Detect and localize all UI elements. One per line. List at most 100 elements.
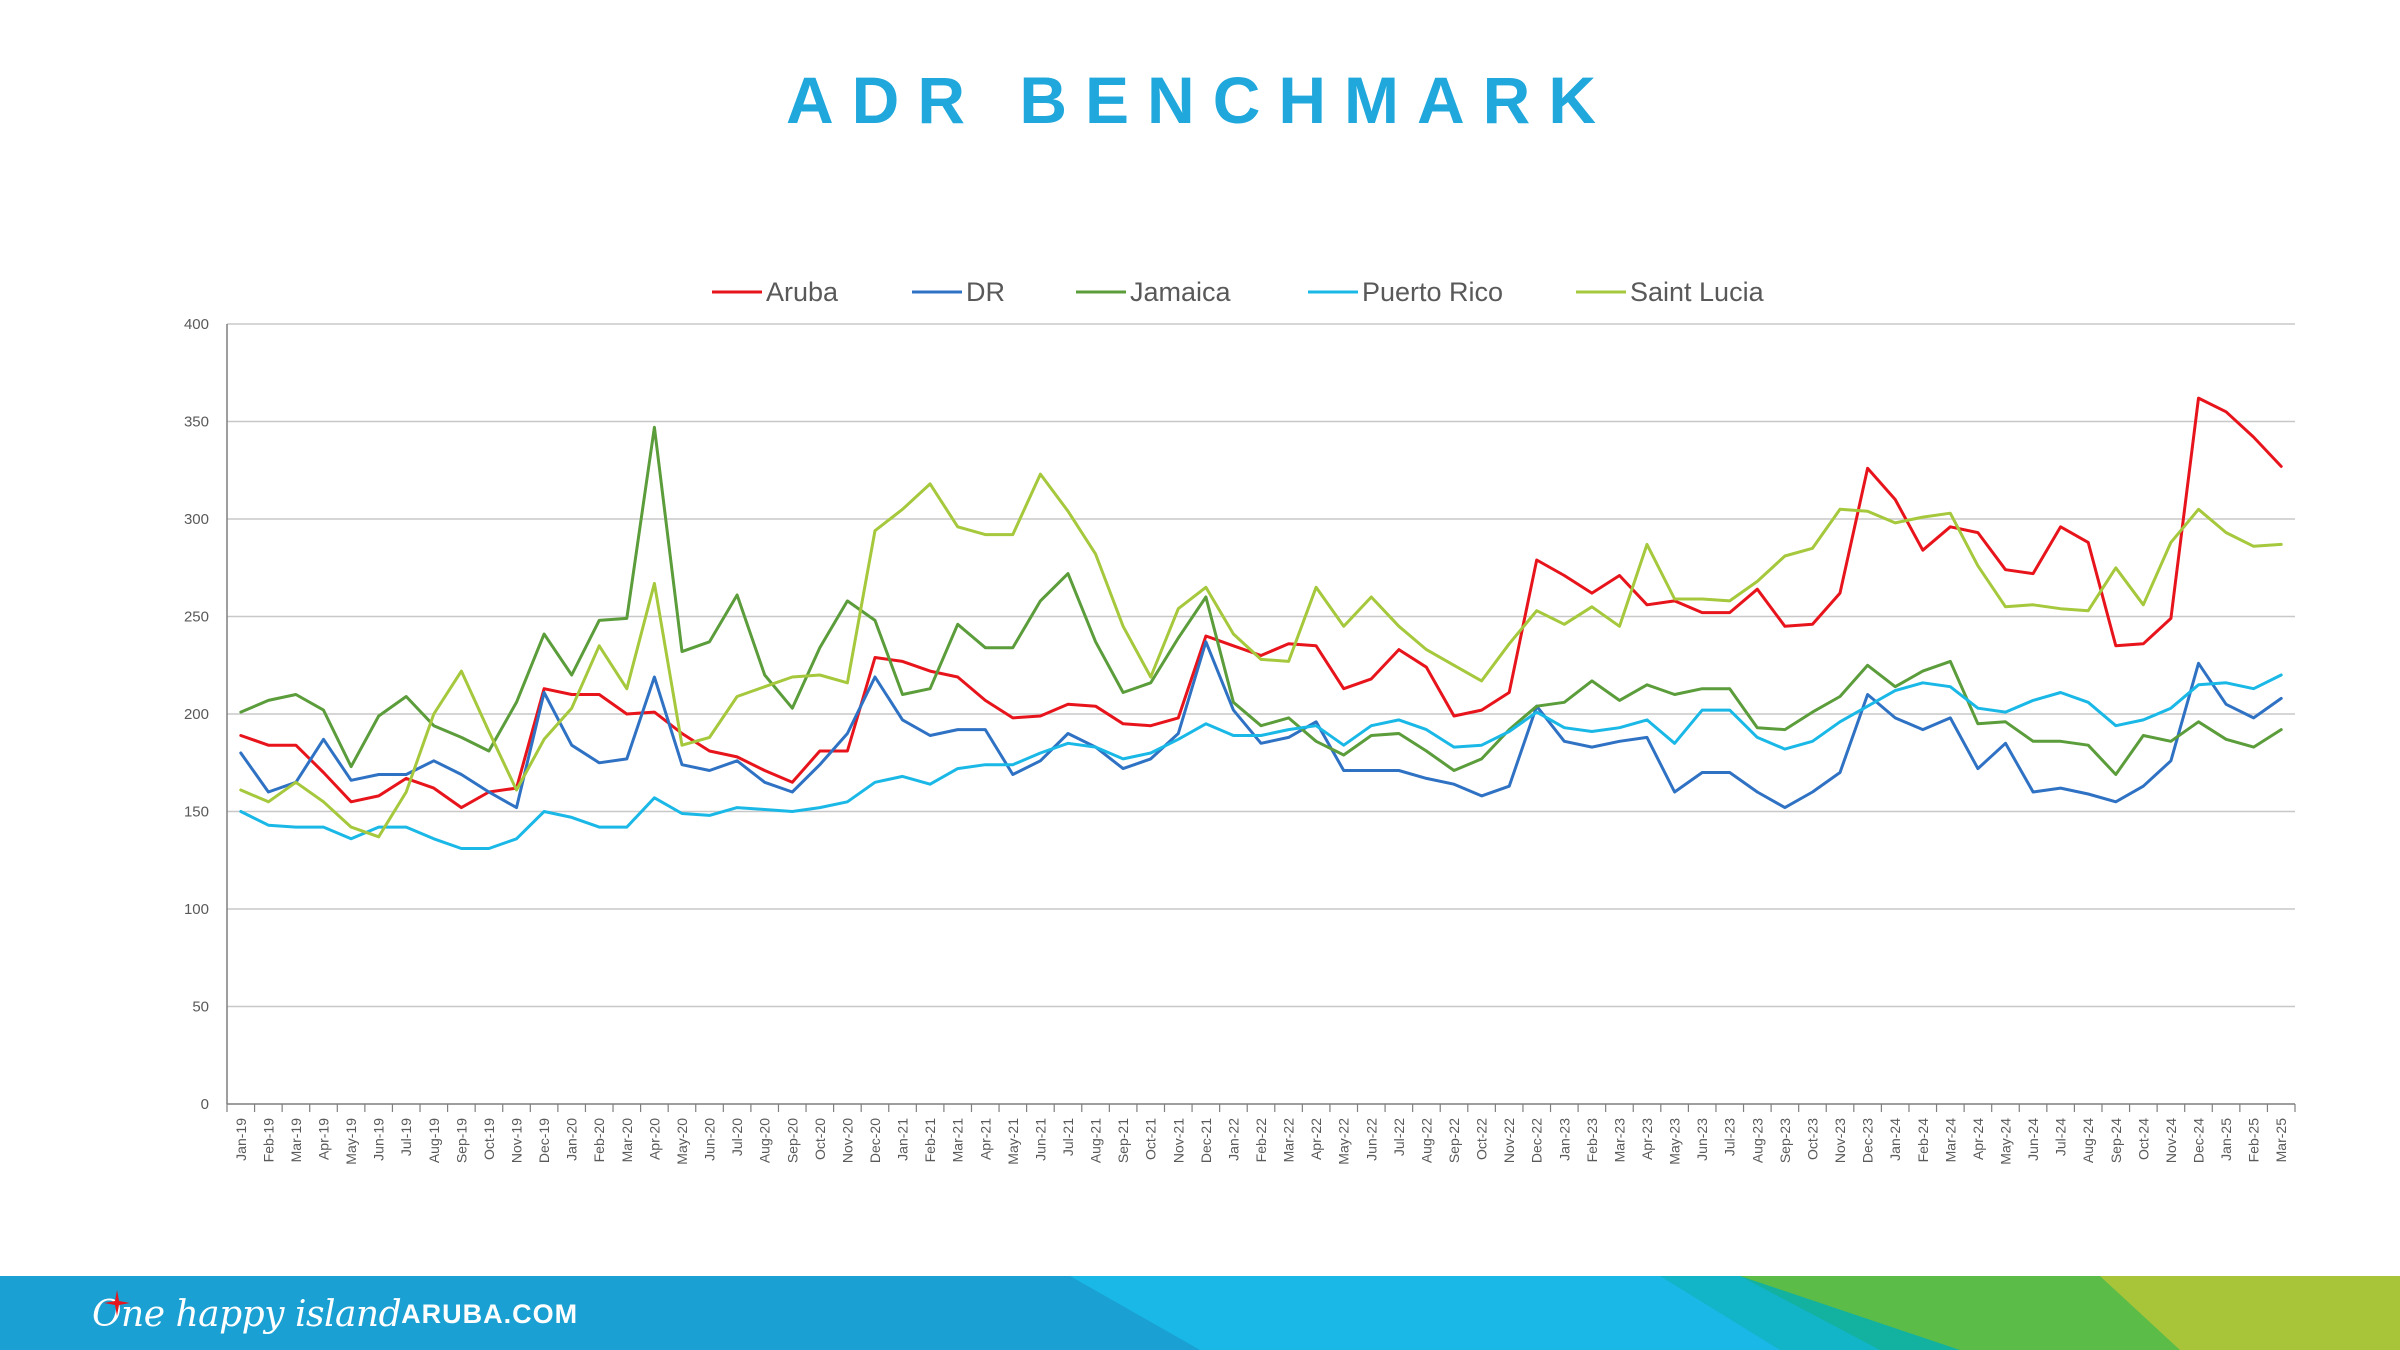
legend-label: DR xyxy=(966,277,1005,307)
x-tick-label: Aug-20 xyxy=(757,1118,773,1163)
x-tick-label: Nov-22 xyxy=(1501,1118,1517,1163)
x-tick-label: Sep-21 xyxy=(1115,1118,1131,1163)
x-tick-label: Mar-19 xyxy=(288,1118,304,1163)
x-tick-label: May-20 xyxy=(674,1118,690,1165)
legend-item-saint-lucia[interactable]: Saint Lucia xyxy=(1576,277,1765,307)
page-title: ADR BENCHMARK xyxy=(786,63,1614,137)
x-tick-label: Jul-24 xyxy=(2053,1118,2069,1156)
x-tick-label: May-23 xyxy=(1667,1118,1683,1165)
x-tick-label: Jun-20 xyxy=(702,1118,718,1161)
chart-gridlines xyxy=(227,323,2295,1008)
x-tick-label: Apr-19 xyxy=(316,1118,332,1160)
legend-label: Aruba xyxy=(766,277,839,307)
x-tick-label: Oct-23 xyxy=(1804,1118,1820,1160)
x-tick-label: Aug-24 xyxy=(2080,1118,2096,1163)
x-tick-label: May-22 xyxy=(1336,1118,1352,1165)
x-tick-label: Mar-24 xyxy=(1942,1118,1958,1163)
footer-color-band xyxy=(0,1276,2400,1350)
x-tick-label: Dec-21 xyxy=(1198,1118,1214,1163)
chart-series xyxy=(239,396,2283,850)
x-tick-label: Oct-21 xyxy=(1143,1118,1159,1160)
legend-label: Saint Lucia xyxy=(1630,277,1765,307)
x-tick-label: Jan-19 xyxy=(233,1118,249,1161)
x-tick-label: Aug-22 xyxy=(1418,1118,1434,1163)
x-tick-label: Jun-19 xyxy=(371,1118,387,1161)
x-tick-label: Feb-21 xyxy=(922,1118,938,1163)
x-tick-label: Apr-23 xyxy=(1639,1118,1655,1160)
x-tick-label: Jul-21 xyxy=(1060,1118,1076,1156)
legend-item-dr[interactable]: DR xyxy=(912,277,1005,307)
compass-star-icon xyxy=(104,1290,130,1316)
legend-item-aruba[interactable]: Aruba xyxy=(712,277,839,307)
footer-banner: One happy island ARUBA.COM xyxy=(0,1276,2400,1350)
x-tick-label: Oct-24 xyxy=(2135,1118,2151,1160)
x-tick-label: Dec-19 xyxy=(536,1118,552,1163)
footer-site-name: ARUBA.COM xyxy=(401,1298,579,1329)
x-tick-label: Nov-24 xyxy=(2163,1118,2179,1163)
x-tick-label: Feb-19 xyxy=(260,1118,276,1163)
x-tick-label: Jan-21 xyxy=(895,1118,911,1161)
legend-item-jamaica[interactable]: Jamaica xyxy=(1076,277,1232,307)
x-axis: Jan-19 Feb-19 Mar-19 Apr-19 May-19 Jun-19 Jul-… xyxy=(226,1103,2296,1165)
x-tick-label: Mar-21 xyxy=(950,1118,966,1163)
x-tick-label: Jul-22 xyxy=(1391,1118,1407,1156)
x-tick-label: Feb-23 xyxy=(1584,1118,1600,1163)
x-tick-label: Mar-20 xyxy=(619,1118,635,1163)
x-tick-label: Jan-22 xyxy=(1225,1118,1241,1161)
x-tick-label: Apr-21 xyxy=(977,1118,993,1160)
chart-legend: Aruba DR Jamaica Puerto Rico Saint Lucia xyxy=(712,277,1765,307)
series-line-saint-lucia xyxy=(239,472,2283,839)
y-tick-label: 250 xyxy=(184,609,209,626)
x-tick-label: Aug-19 xyxy=(426,1118,442,1163)
x-tick-label: Dec-23 xyxy=(1860,1118,1876,1163)
y-tick-label: 200 xyxy=(184,706,209,723)
x-tick-label: Oct-20 xyxy=(812,1118,828,1160)
x-tick-label: Sep-20 xyxy=(784,1118,800,1163)
legend-item-puerto-rico[interactable]: Puerto Rico xyxy=(1308,277,1503,307)
x-tick-label: May-24 xyxy=(1997,1118,2013,1165)
series-line-dr xyxy=(239,640,2283,810)
x-tick-label: Sep-22 xyxy=(1446,1118,1462,1163)
x-tick-label: Feb-25 xyxy=(2246,1118,2262,1163)
series-line-puerto-rico xyxy=(239,673,2283,850)
adr-line-chart: Aruba DR Jamaica Puerto Rico Saint Lucia 0 50… xyxy=(184,277,2296,1165)
legend-label: Jamaica xyxy=(1130,277,1232,307)
x-tick-label: Sep-23 xyxy=(1777,1118,1793,1163)
x-tick-label: Jan-25 xyxy=(2218,1118,2234,1161)
x-tick-label: Jun-21 xyxy=(1032,1118,1048,1161)
x-tick-label: Oct-22 xyxy=(1474,1118,1490,1160)
y-tick-label: 400 xyxy=(184,316,209,333)
legend-label: Puerto Rico xyxy=(1362,277,1503,307)
x-tick-label: Oct-19 xyxy=(481,1118,497,1160)
x-tick-label: Jun-23 xyxy=(1694,1118,1710,1161)
y-tick-label: 150 xyxy=(184,804,209,821)
footer-tagline: One happy island xyxy=(92,1293,402,1335)
x-tick-label: Jan-20 xyxy=(564,1118,580,1161)
footer-brand-link[interactable]: One happy island ARUBA.COM xyxy=(92,1290,578,1338)
x-tick-label: May-19 xyxy=(343,1118,359,1165)
x-tick-label: Apr-20 xyxy=(646,1118,662,1160)
x-tick-label: Nov-23 xyxy=(1832,1118,1848,1163)
y-tick-label: 300 xyxy=(184,511,209,528)
x-tick-label: May-21 xyxy=(1005,1118,1021,1165)
x-tick-label: Dec-24 xyxy=(2190,1118,2206,1163)
y-tick-label: 0 xyxy=(201,1096,209,1113)
x-tick-label: Aug-23 xyxy=(1749,1118,1765,1163)
x-tick-label: Apr-24 xyxy=(1970,1118,1986,1160)
x-tick-label: Apr-22 xyxy=(1308,1118,1324,1160)
x-tick-label: Jan-24 xyxy=(1887,1118,1903,1161)
x-tick-label: Feb-24 xyxy=(1915,1118,1931,1163)
x-tick-label: Nov-20 xyxy=(839,1118,855,1163)
x-tick-label: Jul-20 xyxy=(729,1118,745,1156)
x-tick-label: Mar-22 xyxy=(1281,1118,1297,1163)
x-tick-label: Dec-20 xyxy=(867,1118,883,1163)
x-tick-label: Jul-19 xyxy=(398,1118,414,1156)
y-axis: 0 50 100 150 200 250 300 350 400 xyxy=(184,316,228,1113)
x-tick-label: Nov-19 xyxy=(509,1118,525,1163)
x-tick-label: Feb-22 xyxy=(1253,1118,1269,1163)
y-tick-label: 100 xyxy=(184,901,209,918)
x-tick-label: Mar-23 xyxy=(1611,1118,1627,1163)
x-tick-label: Sep-19 xyxy=(453,1118,469,1163)
x-tick-label: Jan-23 xyxy=(1556,1118,1572,1161)
x-tick-label: Jul-23 xyxy=(1722,1118,1738,1156)
